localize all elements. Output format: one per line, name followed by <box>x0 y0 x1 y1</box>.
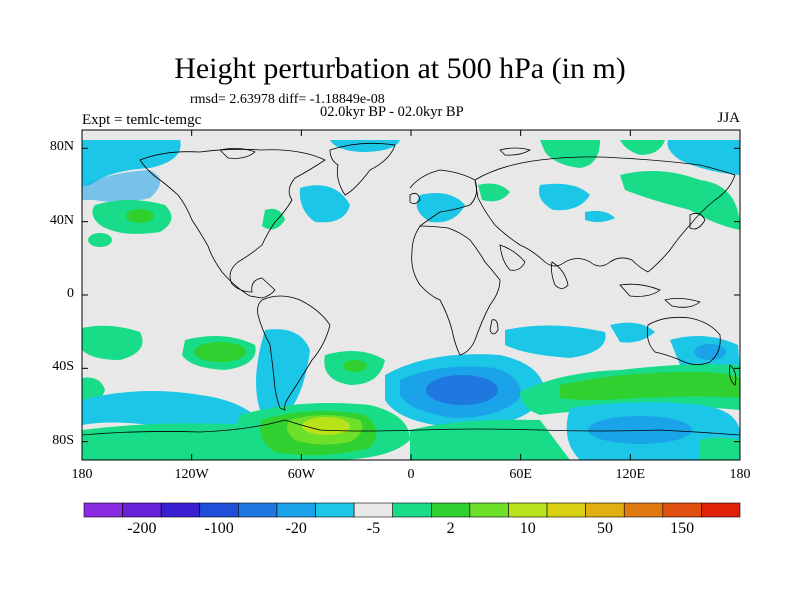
colorbar-swatch <box>508 502 548 518</box>
lat-label: 40N <box>49 212 74 228</box>
colorbar-swatch <box>469 502 509 518</box>
colorbar-label: 150 <box>670 520 695 537</box>
colorbar-swatch <box>585 502 625 518</box>
colorbar-swatch <box>199 502 239 518</box>
period-text: 02.0kyr BP - 02.0kyr BP <box>320 104 464 120</box>
lon-label: 60W <box>287 467 315 482</box>
colorbar-label: -100 <box>204 520 234 537</box>
colorbar-label: -200 <box>127 520 157 537</box>
axis-ticks <box>81 130 741 460</box>
colorbar-label: -5 <box>366 520 381 537</box>
colorbar-swatch <box>315 502 355 518</box>
colorbar-swatch <box>276 502 316 518</box>
colorbar-swatch <box>160 502 201 518</box>
lon-label: 120W <box>174 467 209 482</box>
colorbar-label: -20 <box>285 520 307 537</box>
lat-label: 80N <box>49 139 74 155</box>
lat-label: 80S <box>52 432 74 448</box>
colorbar-swatch <box>83 502 123 518</box>
stats-text: rmsd= 2.63978 diff= -1.18849e-08 <box>190 92 385 107</box>
colorbar-label: 50 <box>596 520 613 537</box>
colorbar <box>83 502 741 518</box>
map-plot-area <box>82 130 740 460</box>
coastlines <box>82 142 740 436</box>
colorbar-swatch <box>623 502 664 518</box>
colorbar-label: 10 <box>519 520 536 537</box>
lat-label: 40S <box>52 359 74 375</box>
colorbar-swatch <box>122 502 162 518</box>
lon-label: 120E <box>615 467 646 482</box>
lon-label: 180 <box>71 467 93 482</box>
experiment-label: Expt = temlc-temgc <box>82 112 202 128</box>
colorbar-swatch <box>662 502 702 518</box>
lon-label: 0 <box>407 467 415 482</box>
lat-label: 0 <box>67 286 74 301</box>
colorbar-label: 2 <box>446 520 455 537</box>
colorbar-swatch <box>701 502 741 518</box>
map-title: Height perturbation at 500 hPa (in m) <box>174 52 626 85</box>
colorbar-swatch <box>238 502 278 518</box>
colorbar-swatch <box>546 502 586 518</box>
colorbar-swatch <box>430 502 471 518</box>
colorbar-swatch <box>353 502 394 518</box>
colorbar-swatch <box>392 502 432 518</box>
season-label: JJA <box>717 110 740 126</box>
lon-label: 180 <box>729 467 751 482</box>
lon-label: 60E <box>509 467 532 482</box>
